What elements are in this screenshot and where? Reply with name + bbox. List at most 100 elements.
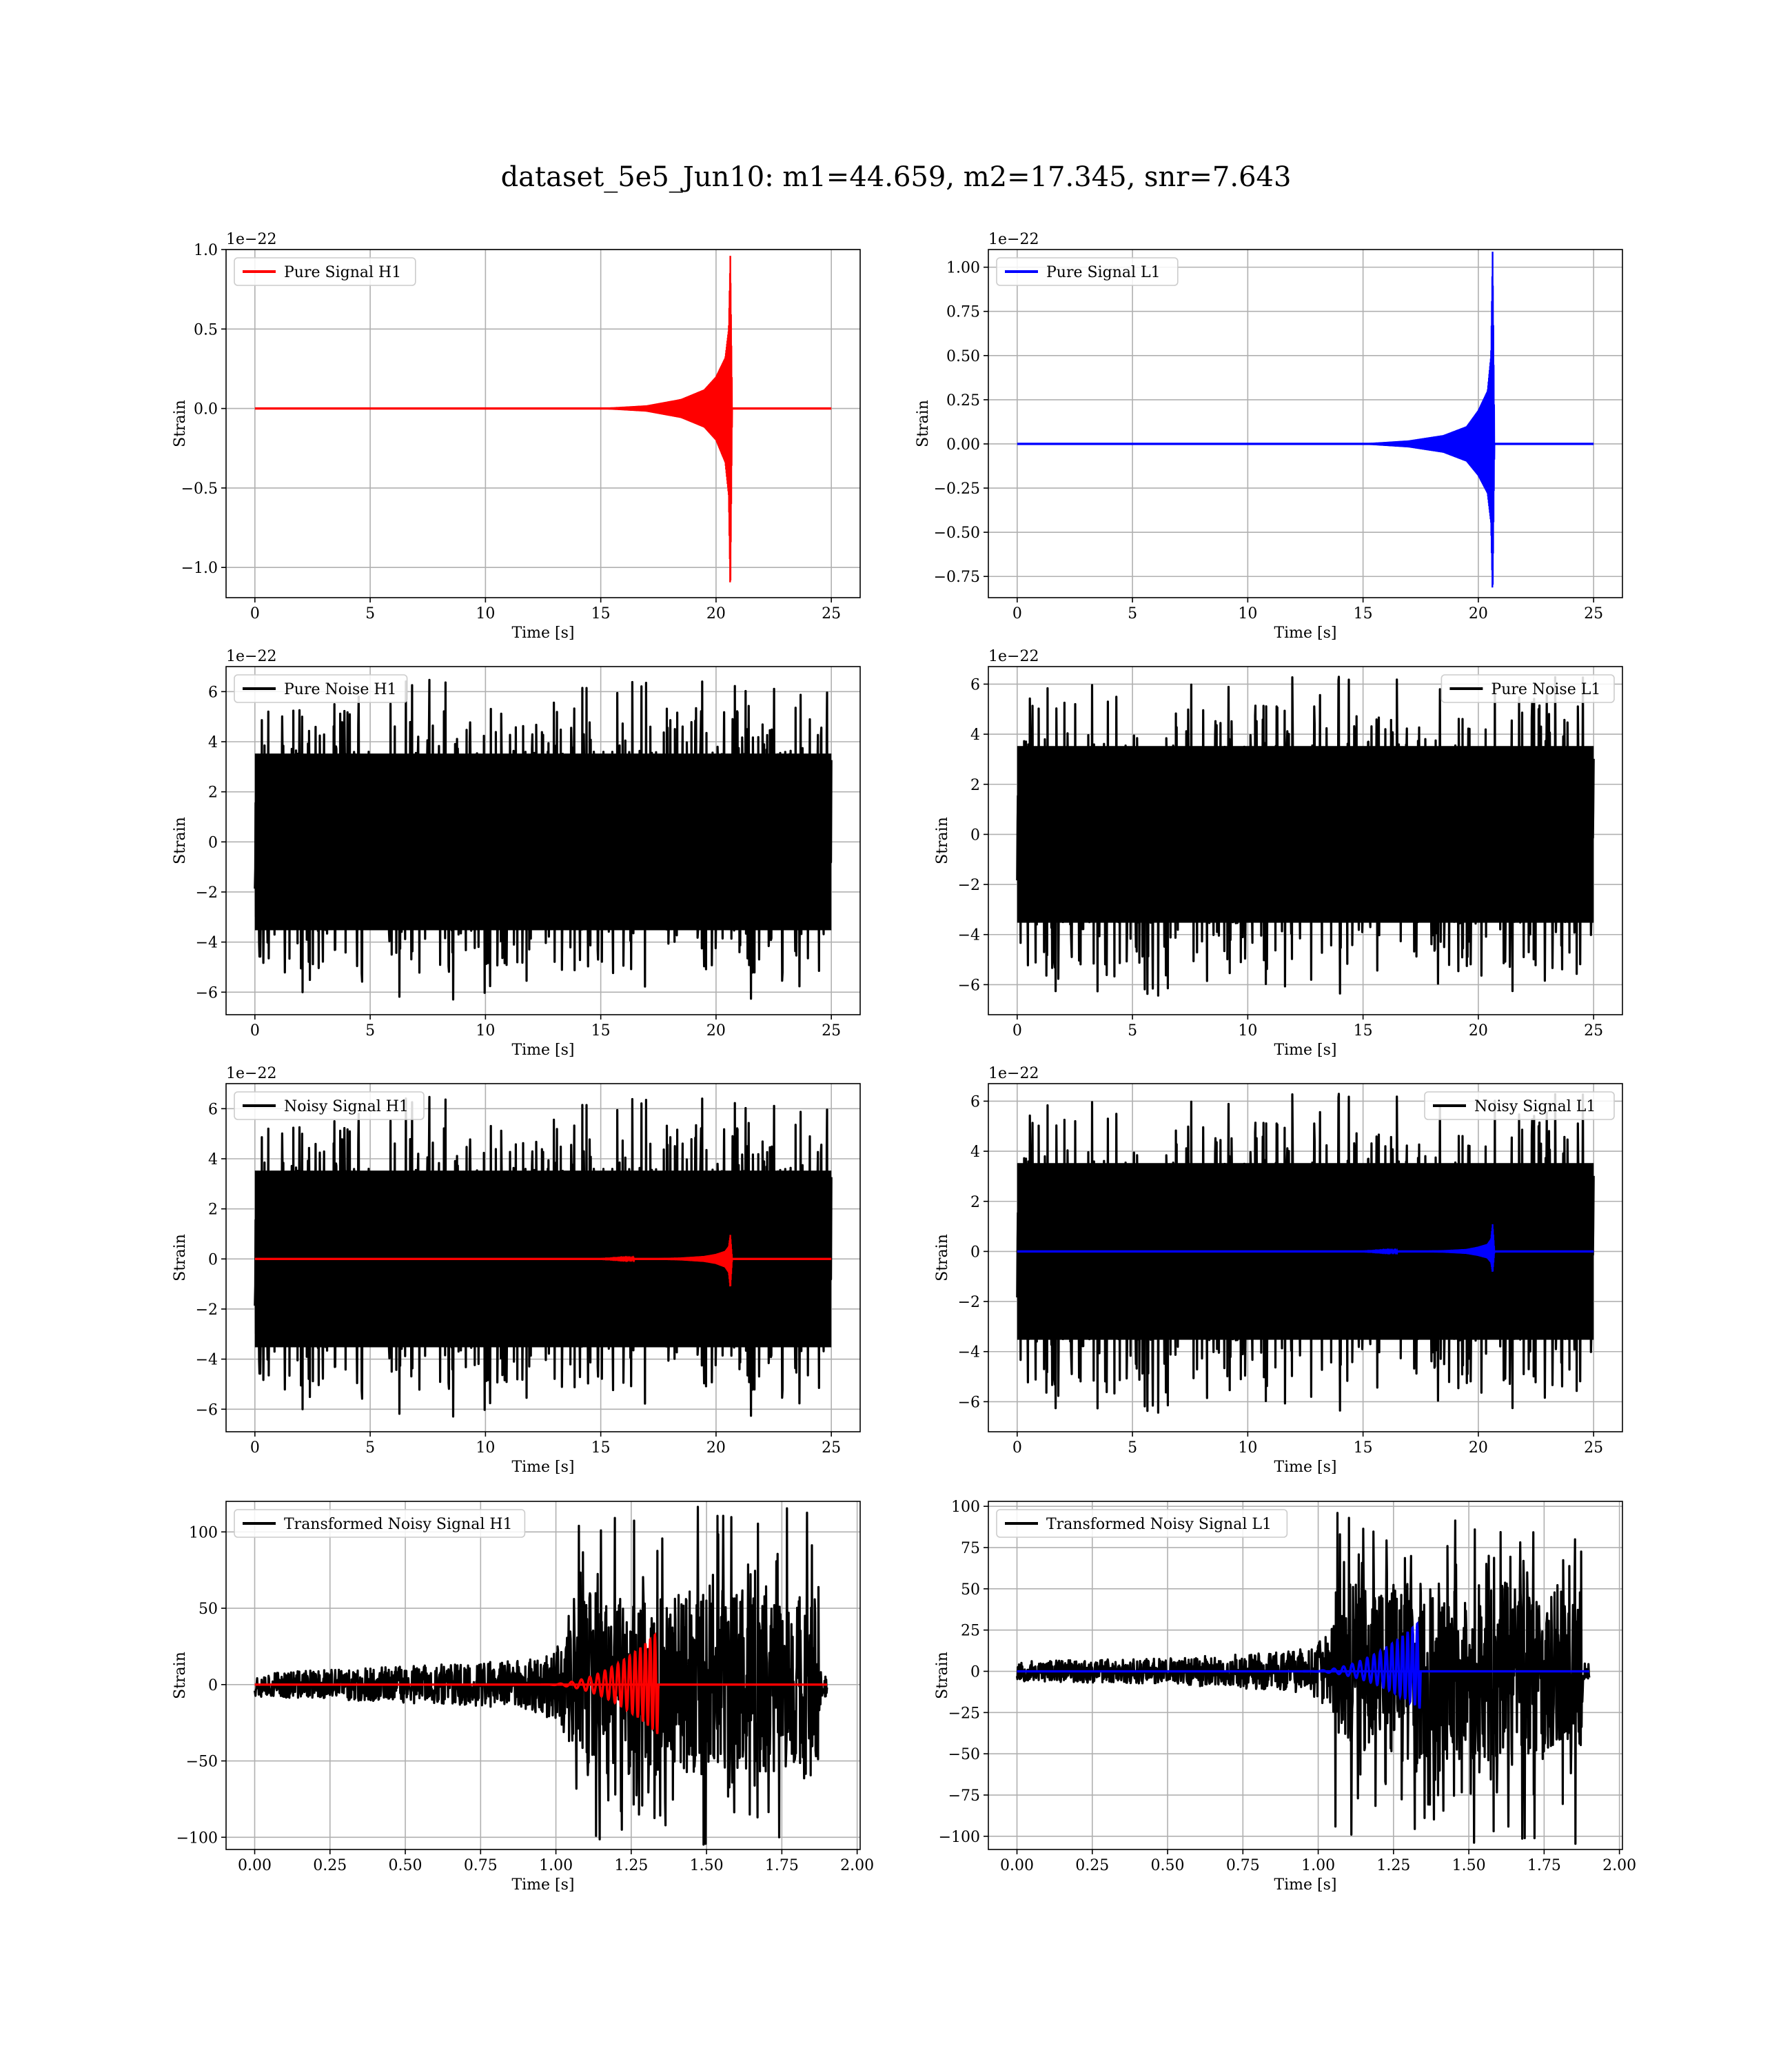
x-tick-label: 15 [1354, 1022, 1373, 1040]
y-tick-label: 6 [208, 1101, 218, 1118]
x-axis-label: Time [s] [511, 1876, 574, 1894]
axes-frame [988, 666, 1623, 1015]
y-axis-label: Strain [934, 1652, 951, 1699]
x-tick-label: 25 [822, 1439, 841, 1457]
y-tick-label: −4 [196, 1352, 218, 1369]
x-axis-label: Time [s] [1274, 1459, 1336, 1476]
x-tick-label: 20 [1469, 605, 1488, 622]
y-tick-label: −0.50 [934, 525, 980, 542]
y-tick-label: −100 [939, 1829, 980, 1846]
y-axis-label: Strain [172, 1652, 189, 1699]
x-tick-label: 15 [1354, 1439, 1373, 1457]
y-tick-label: −0.75 [934, 569, 980, 586]
y-tick-label: 0.50 [946, 348, 980, 365]
y-tick-label: 0 [208, 1251, 218, 1268]
x-axis-label: Time [s] [1274, 1876, 1336, 1894]
y-tick-label: −2 [196, 1301, 218, 1319]
y-tick-label: −100 [176, 1829, 218, 1847]
x-tick-label: 1.50 [1452, 1857, 1486, 1874]
series-band [1017, 746, 1594, 923]
x-tick-label: 15 [591, 1022, 611, 1040]
y-tick-label: −4 [958, 1344, 980, 1361]
y-offset-text: 1e−22 [226, 648, 276, 665]
y-tick-label: 0 [208, 1677, 218, 1694]
x-tick-label: 10 [476, 1439, 495, 1457]
legend: Pure Signal H1 [234, 257, 416, 286]
x-tick-label: 0.00 [238, 1857, 272, 1874]
x-tick-label: 5 [1128, 605, 1137, 622]
plot-area [1017, 252, 1594, 588]
x-tick-label: 25 [1584, 1022, 1603, 1040]
legend: Noisy Signal H1 [234, 1091, 425, 1120]
series-chirp [600, 1235, 733, 1287]
x-axis-label: Time [s] [511, 625, 574, 642]
y-tick-label: 2 [970, 777, 980, 794]
y-tick-label: 2 [208, 784, 218, 802]
x-tick-label: 20 [706, 605, 726, 622]
x-tick-label: 10 [1238, 605, 1257, 622]
y-tick-label: 0.5 [194, 321, 218, 338]
y-tick-label: −0.5 [181, 480, 218, 498]
y-tick-label: 25 [961, 1623, 980, 1640]
y-offset-text: 1e−22 [226, 1065, 276, 1082]
y-offset-text: 1e−22 [988, 648, 1039, 665]
legend: Transformed Noisy Signal H1 [234, 1509, 526, 1538]
legend-frame [234, 257, 416, 286]
legend: Noisy Signal L1 [1424, 1091, 1615, 1120]
y-tick-label: −0.25 [934, 480, 980, 498]
x-tick-label: 1.75 [765, 1857, 799, 1874]
x-tick-label: 10 [1238, 1439, 1257, 1457]
x-tick-label: 0 [1012, 1439, 1022, 1457]
axes-frame [225, 1083, 861, 1432]
y-tick-label: 1.00 [946, 260, 980, 277]
x-tick-label: 10 [476, 1022, 495, 1040]
y-axis-label: Strain [915, 400, 932, 447]
plot-area [254, 678, 833, 1001]
legend-frame [1440, 674, 1615, 703]
x-axis-label: Time [s] [1274, 1042, 1336, 1059]
legend-label: Pure Signal H1 [284, 264, 401, 281]
legend-label: Transformed Noisy Signal H1 [284, 1516, 513, 1533]
x-tick-label: 25 [1584, 605, 1603, 622]
legend-frame [996, 257, 1179, 286]
y-tick-label: 6 [970, 1093, 980, 1111]
x-tick-label: 0.75 [1226, 1857, 1260, 1874]
legend-frame [234, 1091, 425, 1120]
y-tick-label: 4 [208, 734, 218, 751]
y-tick-label: 75 [961, 1540, 980, 1557]
y-tick-label: −2 [196, 884, 218, 902]
x-tick-label: 20 [706, 1439, 726, 1457]
legend-frame [234, 674, 408, 703]
y-tick-label: 0 [208, 834, 218, 851]
y-tick-label: −4 [196, 935, 218, 952]
series-line [1015, 1512, 1591, 1845]
legend: Pure Noise L1 [1440, 674, 1615, 703]
plot-area [1016, 676, 1595, 997]
legend-frame [234, 1509, 526, 1538]
y-tick-label: 4 [970, 1144, 980, 1161]
x-tick-label: 20 [1469, 1022, 1488, 1040]
x-tick-label: 0 [1012, 605, 1022, 622]
y-tick-label: 6 [208, 684, 218, 701]
y-offset-text: 1e−22 [988, 231, 1039, 248]
y-tick-label: −50 [186, 1754, 218, 1771]
legend-label: Noisy Signal H1 [284, 1098, 409, 1115]
x-tick-label: 25 [822, 1022, 841, 1040]
y-tick-label: −2 [958, 1294, 980, 1311]
x-tick-label: 20 [706, 1022, 726, 1040]
y-axis-label: Strain [934, 1234, 951, 1281]
y-axis-label: Strain [172, 817, 189, 864]
y-axis-label: Strain [172, 1234, 189, 1281]
plot-area [1015, 1512, 1591, 1845]
x-tick-label: 10 [476, 605, 495, 622]
series-chirp [1303, 1621, 1422, 1709]
subplot-noisy-signal-h1: 0 5 10 15 20 25 −6 −4 −2 0 2 4 6 Time [s] Strain 1e−22 N… [172, 1065, 861, 1476]
legend-label: Pure Signal L1 [1046, 264, 1161, 281]
series-chirp [1362, 1224, 1496, 1272]
subplot-transformed-noisy-signal-l1: 0.00 0.25 0.50 0.75 1.00 1.25 1.50 1.75 2.00 −100… [934, 1499, 1636, 1894]
axes-frame [225, 249, 861, 598]
x-tick-label: 0 [250, 1439, 260, 1457]
series-chirp [600, 256, 733, 582]
y-offset-text: 1e−22 [988, 1065, 1039, 1082]
